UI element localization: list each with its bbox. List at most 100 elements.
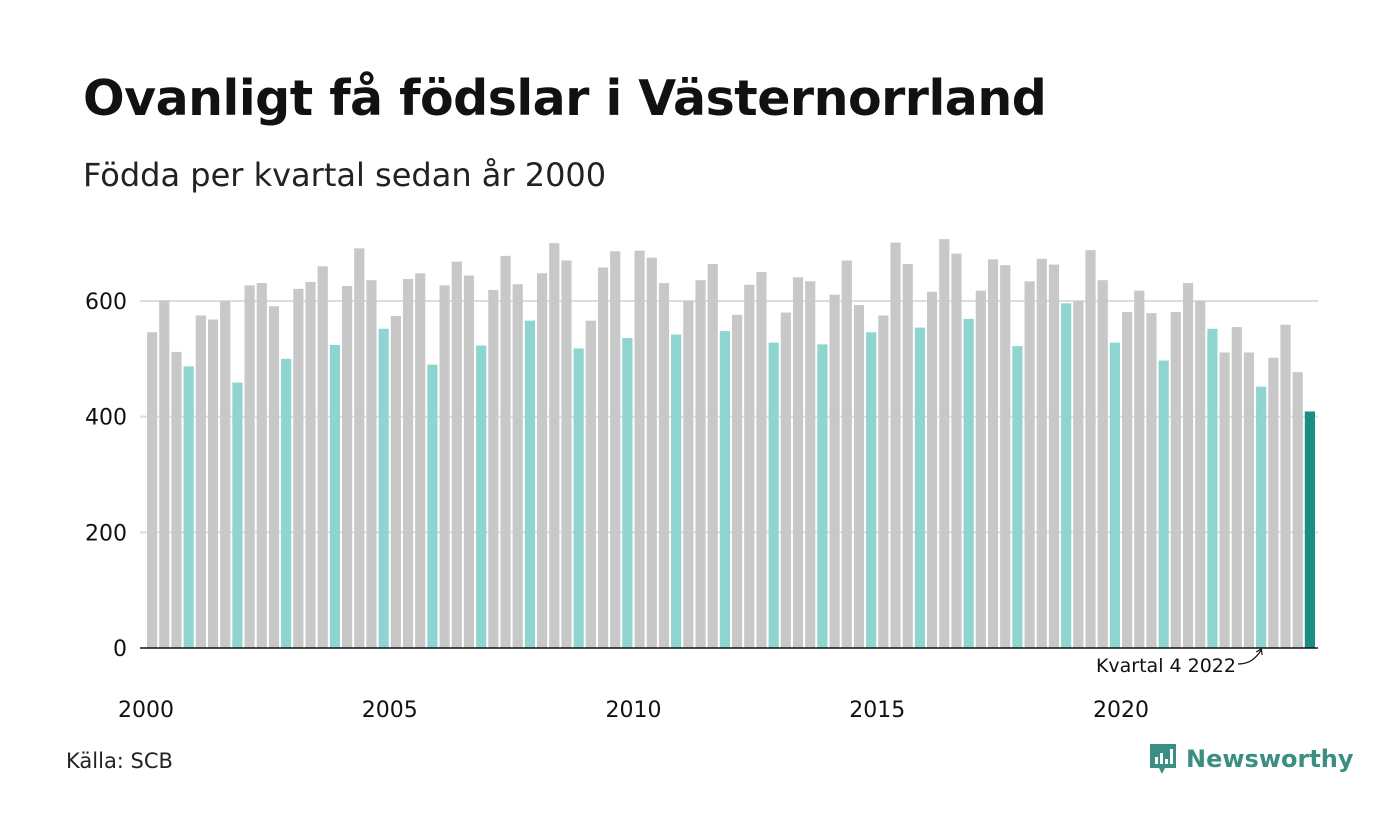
y-tick-label: 400 bbox=[85, 406, 127, 431]
bar bbox=[756, 272, 767, 648]
bar bbox=[329, 344, 340, 648]
bar bbox=[427, 364, 438, 648]
bar bbox=[524, 320, 535, 648]
bar bbox=[256, 283, 267, 648]
x-tick-label: 2000 bbox=[118, 698, 174, 723]
brand-logo: Newsworthy bbox=[1148, 742, 1354, 776]
bar bbox=[1231, 327, 1242, 648]
bar bbox=[1207, 328, 1218, 648]
bar bbox=[147, 332, 158, 648]
bar bbox=[1268, 357, 1279, 648]
bar bbox=[561, 260, 572, 648]
bar bbox=[512, 284, 523, 648]
x-tick-label: 2015 bbox=[849, 698, 905, 723]
bar bbox=[195, 315, 206, 648]
bar bbox=[293, 288, 304, 648]
bar bbox=[183, 366, 194, 648]
annotation-label: Kvartal 4 2022 bbox=[1096, 655, 1236, 677]
bar bbox=[1195, 301, 1206, 648]
bar bbox=[342, 285, 353, 648]
bar bbox=[1085, 250, 1096, 648]
bar bbox=[1134, 290, 1145, 648]
bar bbox=[914, 327, 925, 648]
bar bbox=[1122, 311, 1133, 648]
bar bbox=[354, 248, 365, 648]
bar bbox=[1073, 301, 1084, 648]
bar bbox=[951, 253, 962, 648]
bar bbox=[1097, 280, 1108, 648]
bar-chart: 0 200 400 600 2000 2005 2010 2015 2020 Kvartal 4 … bbox=[85, 239, 1318, 723]
y-tick-label: 0 bbox=[113, 637, 127, 662]
bar bbox=[549, 243, 560, 648]
brand-name: Newsworthy bbox=[1186, 745, 1354, 773]
bar bbox=[415, 273, 426, 648]
bar bbox=[878, 315, 889, 648]
bar bbox=[1219, 352, 1230, 648]
bar bbox=[378, 328, 389, 648]
bar bbox=[488, 290, 499, 648]
bar bbox=[1048, 264, 1060, 648]
bar bbox=[220, 301, 231, 648]
bar bbox=[927, 291, 938, 648]
source-label: Källa: SCB bbox=[66, 749, 173, 773]
bar bbox=[1158, 360, 1169, 648]
bar bbox=[573, 348, 584, 648]
chart-subtitle: Födda per kvartal sedan år 2000 bbox=[83, 156, 607, 194]
bar bbox=[1109, 342, 1120, 648]
chart-title: Ovanligt få födslar i Västernorrland bbox=[83, 70, 1047, 127]
bar bbox=[890, 242, 901, 649]
x-tick-label: 2005 bbox=[362, 698, 418, 723]
bar bbox=[634, 250, 645, 648]
bar bbox=[476, 345, 487, 648]
bar bbox=[866, 332, 877, 648]
bar bbox=[987, 259, 999, 648]
bar bbox=[244, 285, 255, 648]
bar bbox=[780, 312, 791, 648]
bar bbox=[1000, 265, 1011, 648]
bar bbox=[451, 261, 462, 648]
bar bbox=[281, 358, 292, 648]
bar bbox=[585, 320, 596, 648]
bar bbox=[817, 344, 828, 648]
bar bbox=[500, 255, 511, 648]
bar bbox=[707, 263, 718, 648]
x-tick-label: 2010 bbox=[606, 698, 662, 723]
bar bbox=[232, 382, 243, 648]
bar bbox=[1170, 311, 1181, 648]
bar bbox=[1012, 346, 1023, 648]
bar bbox=[902, 263, 913, 648]
bar bbox=[805, 281, 816, 648]
bar bbox=[366, 280, 377, 648]
bar bbox=[305, 281, 316, 648]
bar bbox=[622, 338, 633, 648]
bar bbox=[537, 273, 548, 648]
newsworthy-icon bbox=[1150, 744, 1176, 774]
bar bbox=[1280, 324, 1291, 648]
bar bbox=[610, 251, 621, 648]
bar bbox=[683, 301, 694, 648]
bar bbox=[768, 342, 779, 648]
bar bbox=[402, 279, 414, 648]
y-tick-label: 200 bbox=[85, 521, 127, 546]
bar bbox=[390, 316, 401, 648]
annotation-arrow bbox=[1237, 649, 1262, 665]
bar bbox=[1256, 386, 1267, 648]
bar bbox=[853, 305, 865, 648]
bar bbox=[732, 314, 743, 648]
bar bbox=[975, 290, 986, 648]
bar bbox=[1182, 283, 1194, 648]
bar bbox=[268, 306, 280, 648]
bar bbox=[1304, 411, 1315, 648]
bar bbox=[939, 239, 950, 648]
bar bbox=[792, 277, 804, 648]
x-tick-label: 2020 bbox=[1093, 698, 1149, 723]
bar bbox=[463, 275, 475, 648]
bar bbox=[1292, 372, 1303, 648]
bar bbox=[317, 266, 328, 648]
bar bbox=[829, 294, 840, 648]
bar bbox=[1024, 281, 1035, 648]
bar bbox=[658, 283, 670, 648]
bar bbox=[719, 331, 730, 648]
bar bbox=[744, 284, 755, 648]
bar bbox=[1036, 258, 1047, 648]
